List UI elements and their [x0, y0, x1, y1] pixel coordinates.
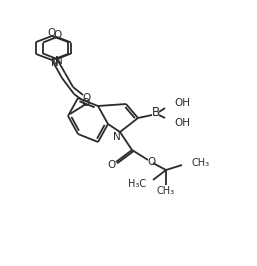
Text: N: N: [55, 56, 63, 66]
Text: O: O: [81, 98, 89, 108]
Text: O: O: [82, 93, 91, 103]
Text: O: O: [108, 160, 116, 170]
Text: N: N: [113, 132, 121, 142]
Text: OH: OH: [174, 98, 190, 108]
Text: B: B: [152, 106, 160, 119]
Text: OH: OH: [174, 118, 190, 128]
Text: N: N: [51, 58, 59, 68]
Text: O: O: [53, 30, 61, 39]
Text: CH₃: CH₃: [157, 186, 175, 196]
Text: CH₃: CH₃: [192, 158, 210, 168]
Text: H₃C: H₃C: [128, 179, 146, 189]
Text: O: O: [48, 28, 56, 38]
Text: O: O: [147, 157, 156, 167]
